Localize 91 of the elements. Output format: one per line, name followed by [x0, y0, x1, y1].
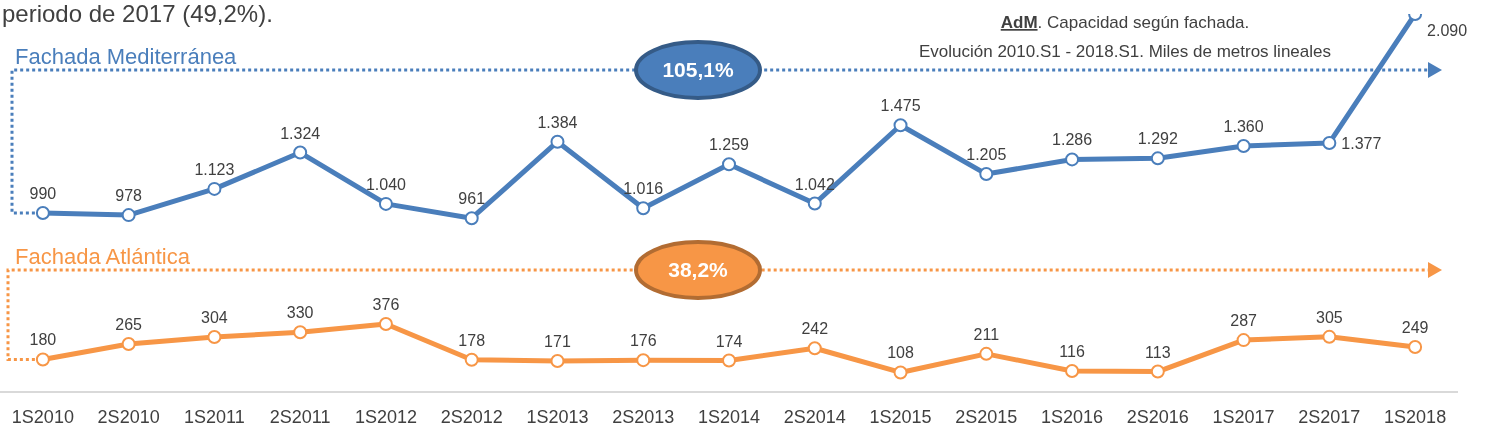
x-tick-label: 2S2012	[440, 406, 503, 427]
annotation: 105,1%	[662, 58, 734, 81]
text: Fachada Atlántica	[15, 244, 191, 269]
x-tick-label: 2S2017	[1298, 406, 1361, 427]
point	[1150, 151, 1165, 166]
x-tick-label: 1S2017	[1212, 406, 1275, 427]
point	[464, 352, 479, 367]
data-label: 1.016	[623, 180, 664, 198]
x-tick-label: 1S2010	[11, 406, 74, 427]
point	[807, 196, 822, 211]
point	[1408, 339, 1423, 354]
data-label: 305	[1316, 308, 1343, 326]
text: Fachada Mediterránea	[15, 44, 238, 69]
data-label: 176	[629, 332, 657, 350]
point	[207, 330, 222, 345]
point	[979, 167, 994, 182]
data-label: 108	[887, 344, 914, 362]
point	[1065, 152, 1080, 167]
point	[979, 346, 994, 361]
data-label: 304	[201, 309, 228, 327]
x-tick-label: 1S2014	[697, 406, 761, 427]
x-tick-label: 2S2013	[612, 406, 675, 427]
x-tick-label: 1S2011	[184, 406, 245, 427]
point	[550, 354, 565, 369]
x-tick-label: 2S2015	[955, 406, 1018, 427]
point	[1150, 364, 1165, 379]
point	[1322, 329, 1337, 344]
data-label: 961	[458, 190, 486, 208]
point	[893, 365, 908, 380]
text: Evolución 2010.S1 - 2018.S1. Miles de metros lineales	[918, 42, 1332, 61]
point	[1065, 364, 1080, 379]
data-label: 1.040	[365, 175, 407, 193]
data-label: 113	[1145, 343, 1171, 361]
data-label: 1.205	[966, 146, 1007, 164]
data-label: 990	[29, 184, 57, 202]
point	[207, 181, 222, 196]
data-label: 242	[801, 320, 829, 338]
data-label: 376	[372, 296, 400, 313]
point	[636, 201, 651, 216]
point	[807, 341, 822, 356]
annotation: 38,2%	[668, 258, 729, 281]
data-label: 1.123	[194, 160, 235, 178]
data-label: 249	[1401, 318, 1429, 336]
x-tick-label: 1S2012	[354, 406, 417, 427]
data-label: 1.377	[1341, 134, 1382, 152]
data-label: 1.042	[794, 175, 835, 193]
data-label: 1.286	[1052, 131, 1093, 149]
point	[378, 196, 393, 211]
data-label: 171	[544, 333, 571, 351]
data-label: 1.475	[880, 97, 921, 115]
data-label: 265	[115, 316, 143, 334]
point	[722, 157, 736, 172]
data-label: 287	[1230, 312, 1258, 330]
data-label: 978	[115, 187, 143, 205]
point	[378, 317, 393, 331]
data-label: 330	[286, 304, 314, 322]
data-label: 1.384	[537, 113, 578, 131]
data-label: 1.292	[1137, 130, 1178, 148]
data-label: 1.259	[708, 136, 750, 154]
point	[293, 145, 308, 160]
x-tick-label: 1S2018	[1384, 406, 1447, 427]
annotation: periodo de 2017 (49,2%).	[2, 0, 273, 27]
x-tick-label: 2S2010	[97, 406, 160, 427]
point	[121, 208, 136, 223]
data-label: 211	[973, 325, 1000, 343]
point	[293, 325, 308, 340]
data-label: 180	[29, 331, 57, 349]
x-tick-label: 2S2014	[783, 406, 846, 427]
data-label: 1.360	[1223, 118, 1264, 136]
point	[121, 337, 136, 352]
data-label: 178	[458, 331, 486, 349]
x-tick-label: 1S2013	[526, 406, 589, 427]
point	[464, 211, 479, 226]
data-label: 116	[1059, 343, 1085, 361]
point	[1236, 333, 1251, 348]
point	[1322, 135, 1337, 150]
x-tick-label: 1S2016	[1041, 406, 1104, 427]
point	[636, 353, 651, 368]
point	[35, 352, 50, 367]
chart-title: AdM. Capacidad según fachada.	[1000, 13, 1250, 32]
point	[893, 118, 908, 133]
data-label: 174	[715, 332, 743, 350]
x-tick-label: 2S2011	[269, 406, 331, 427]
point	[722, 353, 736, 368]
point	[35, 205, 50, 220]
point	[1236, 139, 1251, 154]
x-tick-label: 2S2016	[1126, 406, 1189, 427]
point	[550, 134, 565, 149]
x-tick-label: 1S2015	[869, 406, 932, 427]
data-label: 2.090	[1427, 22, 1468, 39]
data-label: 1.324	[280, 124, 321, 142]
